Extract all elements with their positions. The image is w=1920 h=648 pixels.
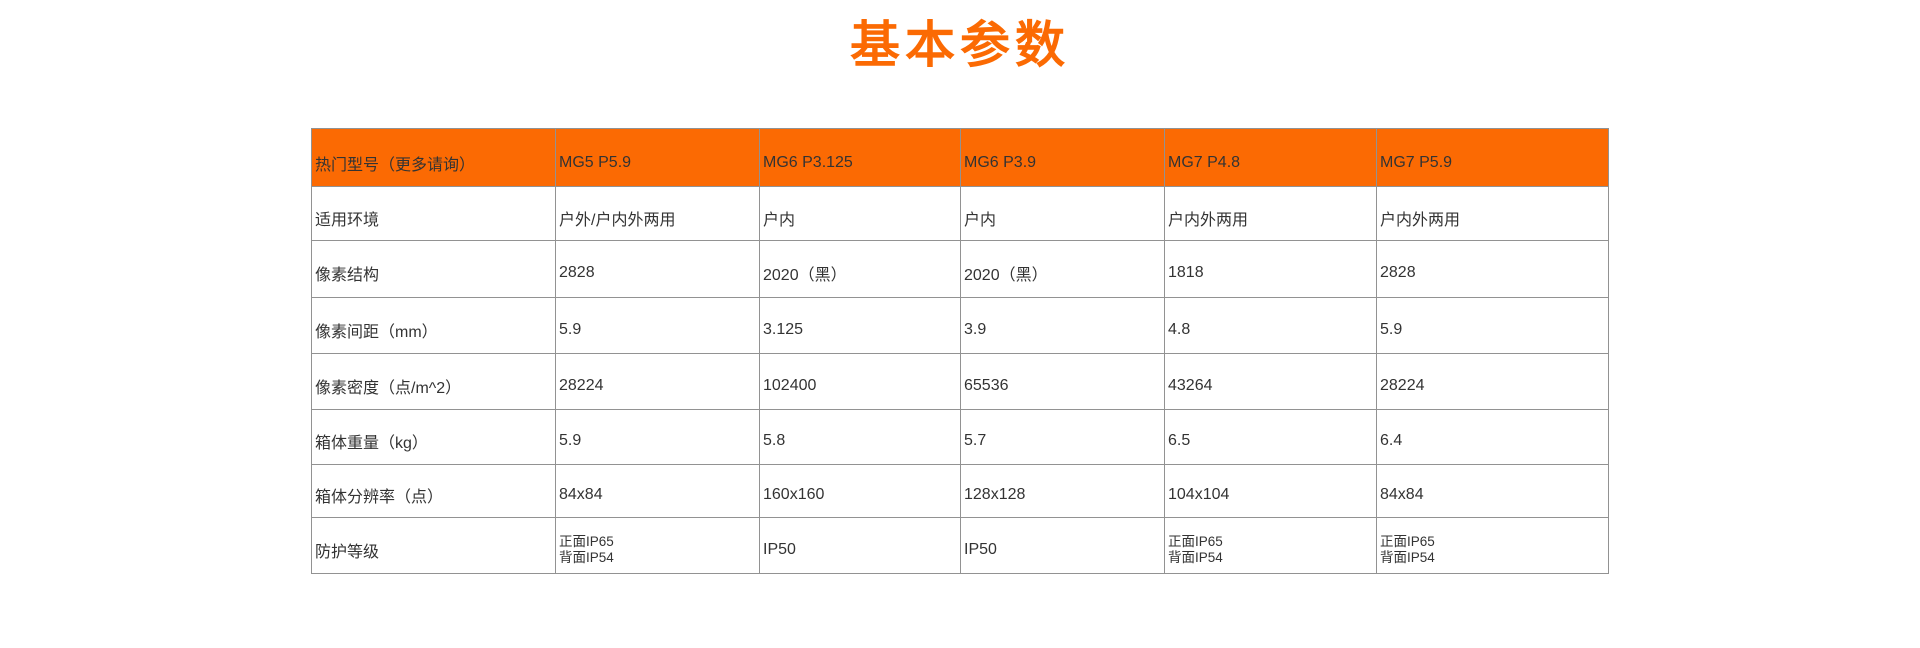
spec-value-cell: 5.7 <box>960 409 1165 465</box>
spec-value-cell: 正面IP65 背面IP54 <box>1376 517 1609 574</box>
spec-row-label: 箱体重量（kg） <box>311 409 556 465</box>
spec-value-cell: 正面IP65 背面IP54 <box>555 517 760 574</box>
spec-row-label: 像素密度（点/m^2） <box>311 353 556 410</box>
spec-value-cell: 2828 <box>555 240 760 298</box>
spec-value-cell: 5.8 <box>759 409 961 465</box>
spec-value-cell: 6.5 <box>1164 409 1377 465</box>
spec-value-cell: 65536 <box>960 353 1165 410</box>
model-column-header: MG6 P3.9 <box>960 128 1165 187</box>
spec-value-cell: 户内 <box>759 186 961 241</box>
spec-value-cell: 户内 <box>960 186 1165 241</box>
spec-value-cell: 4.8 <box>1164 297 1377 354</box>
spec-row-label: 像素间距（mm） <box>311 297 556 354</box>
spec-value-cell: 5.9 <box>1376 297 1609 354</box>
spec-row-label: 箱体分辨率（点） <box>311 464 556 518</box>
model-column-header: MG7 P4.8 <box>1164 128 1377 187</box>
spec-row-label: 像素结构 <box>311 240 556 298</box>
spec-value-cell: 104x104 <box>1164 464 1377 518</box>
spec-value-cell: 102400 <box>759 353 961 410</box>
spec-value-cell: 128x128 <box>960 464 1165 518</box>
spec-table: 热门型号（更多请询） MG5 P5.9 MG6 P3.125 MG6 P3.9 … <box>311 128 1609 574</box>
spec-value-cell: 160x160 <box>759 464 961 518</box>
spec-value-cell: 1818 <box>1164 240 1377 298</box>
table-row: 像素密度（点/m^2） 28224 102400 65536 43264 282… <box>311 353 1609 410</box>
model-column-header: MG6 P3.125 <box>759 128 961 187</box>
spec-value-cell: 户外/户内外两用 <box>555 186 760 241</box>
model-column-header: MG5 P5.9 <box>555 128 760 187</box>
spec-value-cell: 84x84 <box>555 464 760 518</box>
spec-row-label: 防护等级 <box>311 517 556 574</box>
table-row: 防护等级 正面IP65 背面IP54 IP50 IP50 正面IP65 背面IP… <box>311 517 1609 574</box>
spec-value-cell: 5.9 <box>555 409 760 465</box>
spec-value-cell: 正面IP65 背面IP54 <box>1164 517 1377 574</box>
model-column-header: MG7 P5.9 <box>1376 128 1609 187</box>
spec-value-cell: 户内外两用 <box>1164 186 1377 241</box>
table-row: 箱体分辨率（点） 84x84 160x160 128x128 104x104 8… <box>311 464 1609 518</box>
spec-value-cell: 28224 <box>555 353 760 410</box>
table-row: 适用环境 户外/户内外两用 户内 户内 户内外两用 户内外两用 <box>311 186 1609 241</box>
table-row: 箱体重量（kg） 5.9 5.8 5.7 6.5 6.4 <box>311 409 1609 465</box>
spec-value-cell: IP50 <box>960 517 1165 574</box>
page-title: 基本参数 <box>850 17 1070 73</box>
spec-value-cell: 84x84 <box>1376 464 1609 518</box>
spec-value-cell: 2020（黑） <box>960 240 1165 298</box>
spec-value-cell: 5.9 <box>555 297 760 354</box>
spec-value-cell: IP50 <box>759 517 961 574</box>
spec-value-cell: 3.9 <box>960 297 1165 354</box>
spec-value-cell: 户内外两用 <box>1376 186 1609 241</box>
spec-row-label: 适用环境 <box>311 186 556 241</box>
spec-value-cell: 6.4 <box>1376 409 1609 465</box>
spec-header-label: 热门型号（更多请询） <box>311 128 556 187</box>
table-row: 像素间距（mm） 5.9 3.125 3.9 4.8 5.9 <box>311 297 1609 354</box>
table-row: 像素结构 2828 2020（黑） 2020（黑） 1818 2828 <box>311 240 1609 298</box>
spec-value-cell: 3.125 <box>759 297 961 354</box>
spec-value-cell: 2020（黑） <box>759 240 961 298</box>
spec-value-cell: 43264 <box>1164 353 1377 410</box>
spec-value-cell: 28224 <box>1376 353 1609 410</box>
spec-value-cell: 2828 <box>1376 240 1609 298</box>
table-header-row: 热门型号（更多请询） MG5 P5.9 MG6 P3.125 MG6 P3.9 … <box>311 128 1609 187</box>
